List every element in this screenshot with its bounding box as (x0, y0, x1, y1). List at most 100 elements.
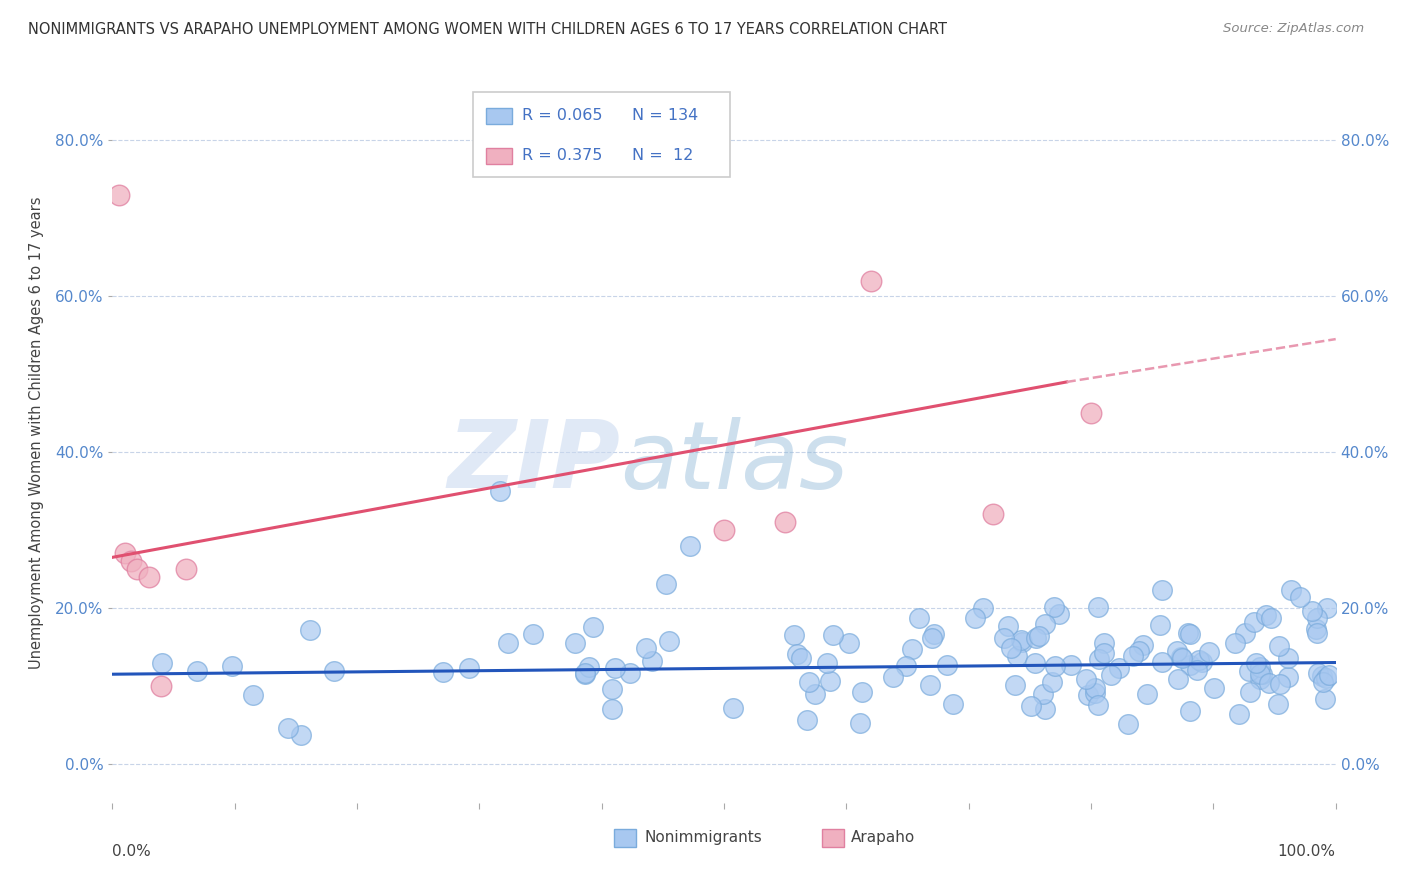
Point (522, 627, 544, 641)
Point (578, 660, 600, 674)
Point (1122, 649, 1144, 664)
Point (1087, 698, 1109, 713)
Point (1170, 649, 1192, 664)
Point (1040, 674, 1063, 689)
Point (1087, 600, 1109, 615)
Point (1136, 687, 1159, 701)
Point (1060, 657, 1083, 672)
Bar (485, 108, 512, 124)
Point (174, 562, 197, 576)
Point (574, 667, 596, 681)
FancyBboxPatch shape (474, 92, 730, 178)
Point (1316, 600, 1339, 615)
Point (782, 628, 804, 642)
Point (1243, 615, 1265, 629)
Point (993, 631, 1015, 645)
Point (786, 647, 808, 661)
Point (600, 702, 623, 716)
Point (1035, 617, 1057, 632)
Point (221, 658, 243, 673)
Point (1249, 659, 1271, 673)
Point (1128, 643, 1150, 657)
Point (1116, 716, 1139, 731)
Point (1258, 675, 1281, 690)
Point (1277, 670, 1299, 684)
Point (1204, 681, 1226, 695)
Point (1033, 702, 1056, 716)
Point (1092, 635, 1115, 649)
Point (1315, 691, 1337, 706)
Point (603, 660, 626, 674)
Point (972, 601, 994, 615)
Point (1227, 706, 1250, 721)
Point (600, 681, 623, 696)
Point (1301, 604, 1323, 618)
Point (1094, 646, 1116, 660)
Text: ZIP: ZIP (447, 417, 620, 508)
Point (1087, 652, 1109, 666)
Point (619, 666, 641, 681)
Point (1032, 687, 1054, 701)
Point (496, 636, 519, 650)
Point (138, 570, 160, 584)
Point (1249, 667, 1271, 681)
Point (1260, 611, 1282, 625)
Point (1152, 655, 1174, 669)
Point (1306, 611, 1329, 625)
Point (636, 640, 658, 655)
Text: N =  12: N = 12 (633, 148, 693, 163)
Point (838, 636, 860, 650)
Point (882, 670, 904, 684)
Point (1007, 649, 1029, 664)
Point (1132, 638, 1154, 652)
Point (290, 728, 312, 742)
Point (1279, 582, 1302, 597)
Point (1251, 666, 1274, 681)
Point (114, 546, 136, 560)
Point (1288, 590, 1310, 604)
Point (1043, 658, 1066, 673)
Point (574, 665, 596, 680)
Point (1047, 607, 1070, 621)
Point (815, 657, 838, 671)
Point (1011, 635, 1033, 649)
Point (1084, 681, 1107, 695)
Point (851, 685, 873, 699)
Text: R = 0.375: R = 0.375 (522, 148, 603, 163)
Point (1149, 617, 1171, 632)
Point (1191, 655, 1213, 669)
Point (1185, 663, 1208, 677)
Point (1167, 672, 1189, 686)
Point (107, 188, 129, 202)
Point (1249, 672, 1271, 686)
Point (922, 626, 945, 640)
Point (1310, 668, 1333, 682)
Point (323, 664, 346, 678)
Point (713, 523, 735, 537)
Point (1237, 664, 1260, 678)
Point (942, 697, 965, 711)
Text: Source: ZipAtlas.com: Source: ZipAtlas.com (1223, 22, 1364, 36)
Point (823, 628, 845, 642)
Point (564, 635, 586, 649)
Point (1011, 632, 1033, 647)
Point (1000, 640, 1022, 655)
Y-axis label: Unemployment Among Women with Children Ages 6 to 17 years: Unemployment Among Women with Children A… (30, 196, 44, 669)
Point (1177, 626, 1199, 640)
Point (655, 576, 678, 591)
Point (658, 633, 681, 648)
Point (1083, 686, 1105, 700)
Point (859, 274, 882, 288)
Point (1277, 650, 1299, 665)
Point (920, 678, 942, 692)
Point (1025, 631, 1047, 645)
Point (1080, 406, 1102, 420)
Bar (614, 829, 636, 847)
Point (1028, 629, 1050, 643)
Point (1305, 623, 1327, 637)
Point (1317, 668, 1340, 682)
Point (901, 642, 924, 657)
Point (1019, 698, 1042, 713)
Point (1234, 626, 1257, 640)
Point (1267, 639, 1289, 653)
